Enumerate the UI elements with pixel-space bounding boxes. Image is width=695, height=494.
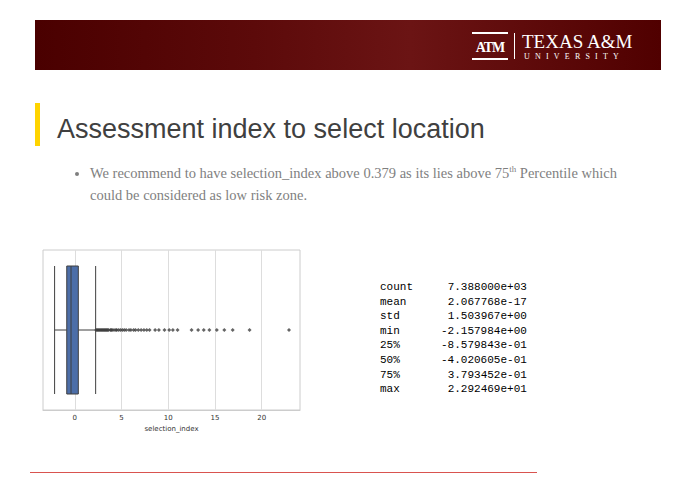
svg-text:20: 20 bbox=[257, 414, 266, 422]
svg-text:10: 10 bbox=[164, 414, 173, 422]
html-text:2.292469e+01: 2.292469e+01 bbox=[447, 383, 527, 396]
html-text:min: min bbox=[380, 324, 400, 337]
svg-text:15: 15 bbox=[210, 414, 219, 422]
html-text:max: max bbox=[380, 383, 400, 396]
html-text:UNIVERSITY: UNIVERSITY bbox=[524, 52, 624, 61]
html-text:7.388000e+03: 7.388000e+03 bbox=[447, 281, 527, 293]
html-text:1.503967e+00: 1.503967e+00 bbox=[447, 310, 527, 323]
html-text:50%: 50% bbox=[380, 354, 400, 366]
html-text:Assessment index to select loc: Assessment index to select location bbox=[57, 114, 485, 144]
html-text:2.067768e-17: 2.067768e-17 bbox=[447, 295, 527, 308]
html-text:mean: mean bbox=[380, 295, 407, 308]
html-text:count: count bbox=[380, 281, 413, 293]
html-text:-8.579843e-01: -8.579843e-01 bbox=[441, 339, 527, 352]
html-text:We recommend to have selection: We recommend to have selection_index abo… bbox=[90, 164, 617, 203]
html-text:ATM: ATM bbox=[475, 40, 505, 55]
svg-text:selection_index: selection_index bbox=[144, 425, 198, 433]
svg-text:0: 0 bbox=[73, 414, 77, 422]
svg-text:5: 5 bbox=[119, 414, 123, 422]
html-text:-2.157984e+00: -2.157984e+00 bbox=[441, 324, 527, 337]
html-text:TEXAS A&M: TEXAS A&M bbox=[522, 31, 633, 52]
html-text:-4.020605e-01: -4.020605e-01 bbox=[441, 354, 527, 366]
html-text:3.793452e-01: 3.793452e-01 bbox=[447, 368, 527, 381]
html-text:25%: 25% bbox=[380, 339, 400, 352]
html-text:75%: 75% bbox=[380, 368, 400, 381]
html-text:std: std bbox=[380, 310, 400, 323]
